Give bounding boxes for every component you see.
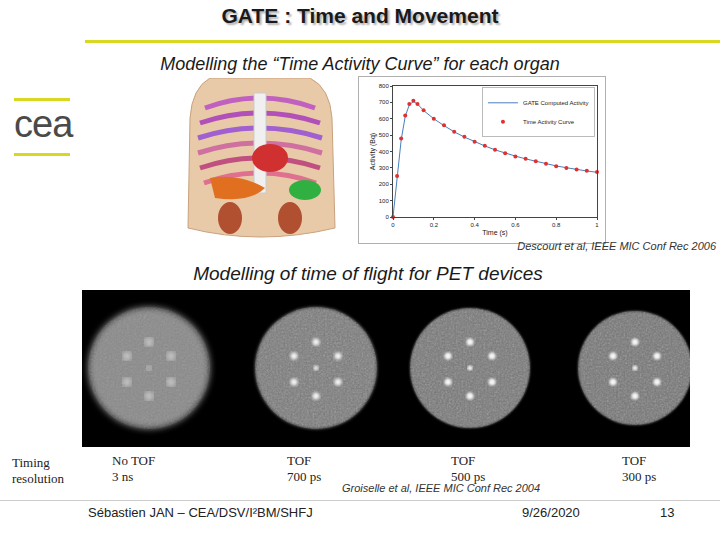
svg-text:800: 800 [379,83,390,89]
html-text:Sébastien JAN – CEA/DSV/I²BM/S: Sébastien JAN – CEA/DSV/I²BM/SHFJ [88,505,313,520]
html-text:TOF: TOF [451,453,476,468]
html-text:300 ps: 300 ps [622,469,657,484]
svg-text:GATE Computed Activity: GATE Computed Activity [523,100,589,106]
html-text:Descourt et al, IEEE MIC Conf: Descourt et al, IEEE MIC Conf Rec 2006 [517,240,716,252]
html-text:700 ps: 700 ps [287,469,322,484]
svg-text:0.8: 0.8 [552,222,561,228]
svg-text:0.2: 0.2 [430,222,439,228]
html-text:TOF: TOF [287,453,312,468]
html-text:9/26/2020: 9/26/2020 [522,505,580,520]
svg-text:700: 700 [379,99,390,105]
html-text:TOF: TOF [622,453,647,468]
html-text:13: 13 [660,505,675,520]
svg-text:0.6: 0.6 [511,222,520,228]
html-text:No TOF: No TOF [112,453,156,468]
html-text:Groiselle et al, IEEE MIC Conf: Groiselle et al, IEEE MIC Conf Rec 2004 [342,482,541,494]
html-text:Modelling the “Time Activity C: Modelling the “Time Activity Curve” for … [160,54,560,74]
svg-text:Activity (Bq): Activity (Bq) [369,133,377,170]
svg-text:200: 200 [379,181,390,187]
svg-text:0.4: 0.4 [470,222,479,228]
svg-text:0: 0 [385,214,389,220]
svg-text:0: 0 [391,222,395,228]
html-text:500 ps: 500 ps [451,469,486,484]
svg-text:300: 300 [379,165,390,171]
html-text:Timing resolution: Timing resolution [12,455,64,486]
html-text:Modelling of time of flight fo: Modelling of time of flight for PET devi… [193,263,543,284]
html-text:GATE : Time and Movement: GATE : Time and Movement [221,4,499,27]
svg-text:1: 1 [595,222,599,228]
svg-text:100: 100 [379,198,390,204]
svg-text:500: 500 [379,132,390,138]
svg-text:Time Activity Curve: Time Activity Curve [523,119,575,125]
svg-text:600: 600 [379,116,390,122]
svg-text:400: 400 [379,149,390,155]
html-text:3 ns: 3 ns [112,469,134,484]
svg-text:Time (s): Time (s) [482,229,507,237]
html-text:cea: cea [14,103,73,145]
